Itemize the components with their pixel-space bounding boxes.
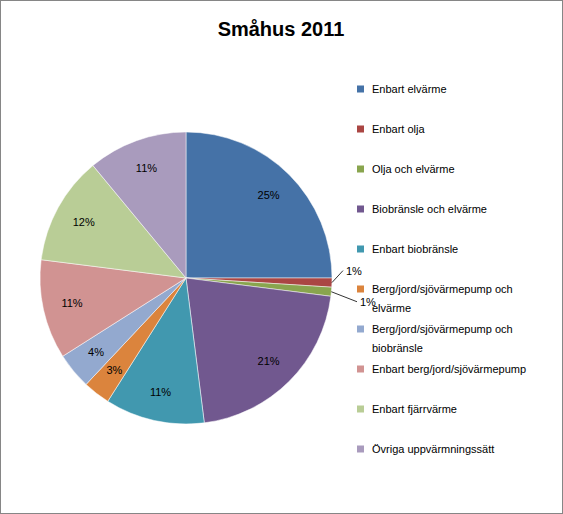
data-label: 3% (106, 364, 122, 376)
chart-title: Småhus 2011 (218, 18, 345, 40)
data-label: 25% (258, 189, 280, 201)
legend-label: Enbart elvärme (372, 83, 447, 95)
data-label: 11% (136, 162, 157, 174)
legend-label: Enbart olja (372, 123, 425, 135)
data-label: 4% (88, 346, 104, 358)
legend: Enbart elvärme Enbart olja Olja och elvärm… (357, 83, 526, 455)
pie-slice (186, 132, 332, 278)
leader-line (331, 292, 357, 302)
leader-line (332, 271, 343, 283)
legend-label: Enbart berg/jord/sjövärmepump (372, 363, 526, 375)
legend-swatch (357, 126, 364, 133)
chart-frame (1, 1, 563, 514)
data-label: 21% (258, 355, 280, 367)
legend-swatch (357, 86, 364, 93)
legend-swatch (357, 206, 364, 213)
chart: Småhus 201125%1%1%21%11%3%4%11%12%11%Enb… (0, 0, 563, 514)
pie-slice (186, 278, 331, 423)
legend-label: Enbart biobränsle (372, 243, 458, 255)
legend-swatch (357, 246, 364, 253)
legend-swatch (357, 366, 364, 373)
data-label: 11% (61, 297, 82, 309)
legend-label: Enbart fjärrvärme (372, 403, 457, 415)
legend-label: Biobränsle och elvärme (372, 203, 487, 215)
pie: 25%1%1%21%11%3%4%11%12%11% (40, 132, 376, 424)
legend-swatch (357, 286, 364, 293)
legend-swatch (357, 446, 364, 453)
data-label: 1% (346, 265, 362, 277)
data-label: 11% (150, 386, 171, 398)
legend-swatch (357, 326, 364, 333)
data-label: 12% (73, 216, 95, 228)
legend-label: Berg/jord/sjövärmepump ochelvärme (372, 283, 513, 314)
legend-swatch (357, 166, 364, 173)
legend-label: Berg/jord/sjövärmepump ochbiobränsle (372, 323, 513, 354)
pie-slice (93, 132, 186, 278)
legend-label: Olja och elvärme (372, 163, 455, 175)
legend-swatch (357, 406, 364, 413)
legend-label: Övriga uppvärmningssätt (372, 443, 494, 455)
